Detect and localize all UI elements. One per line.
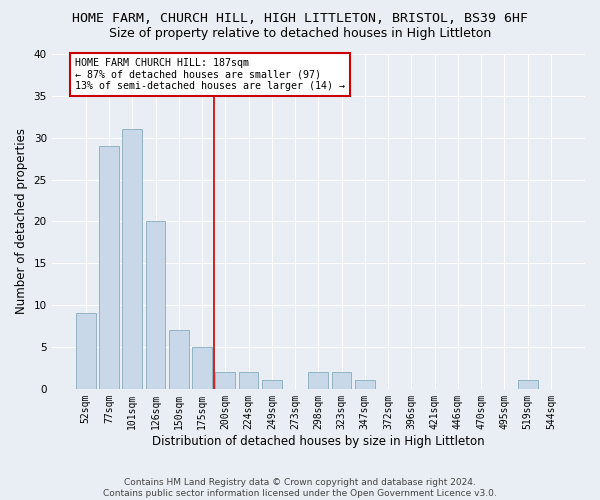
Bar [215, 372, 235, 389]
Bar [262, 380, 282, 389]
X-axis label: Distribution of detached houses by size in High Littleton: Distribution of detached houses by size … [152, 434, 485, 448]
Text: HOME FARM CHURCH HILL: 187sqm
← 87% of detached houses are smaller (97)
13% of s: HOME FARM CHURCH HILL: 187sqm ← 87% of d… [76, 58, 346, 92]
Y-axis label: Number of detached properties: Number of detached properties [15, 128, 28, 314]
Bar [518, 380, 538, 389]
Bar [192, 347, 212, 389]
Bar [239, 372, 259, 389]
Bar [308, 372, 328, 389]
Bar [146, 222, 166, 389]
Bar [76, 314, 95, 389]
Text: Size of property relative to detached houses in High Littleton: Size of property relative to detached ho… [109, 28, 491, 40]
Bar [99, 146, 119, 389]
Bar [122, 130, 142, 389]
Text: HOME FARM, CHURCH HILL, HIGH LITTLETON, BRISTOL, BS39 6HF: HOME FARM, CHURCH HILL, HIGH LITTLETON, … [72, 12, 528, 26]
Bar [169, 330, 188, 389]
Bar [355, 380, 375, 389]
Text: Contains HM Land Registry data © Crown copyright and database right 2024.
Contai: Contains HM Land Registry data © Crown c… [103, 478, 497, 498]
Bar [332, 372, 352, 389]
